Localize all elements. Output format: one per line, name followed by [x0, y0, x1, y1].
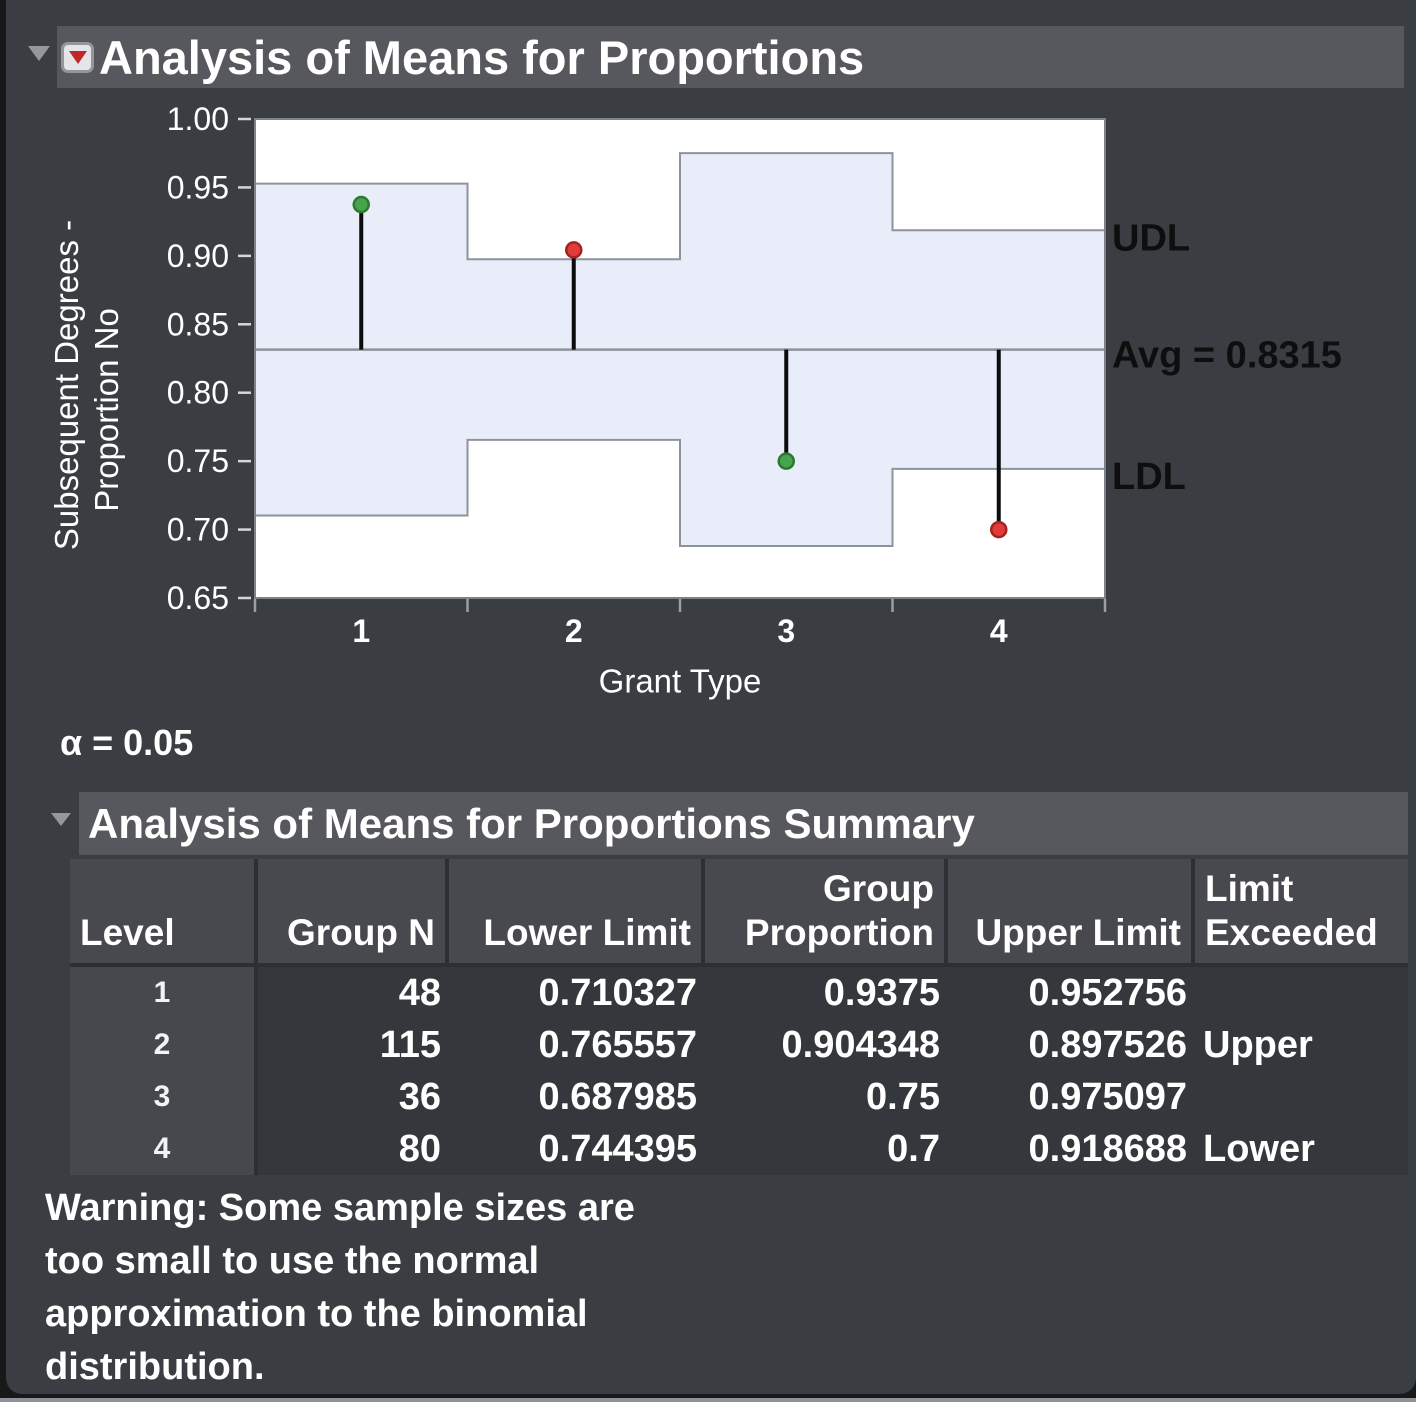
anom-title-bar: Analysis of Means for Proportions	[57, 26, 1404, 88]
table-cell: 0.897526	[1028, 1024, 1188, 1066]
level-cell[interactable]: 2	[70, 1019, 258, 1071]
y-tick-label: 1.00	[167, 101, 229, 137]
avg-label: Avg = 0.8315	[1112, 335, 1342, 377]
summary-table-header: Level Group N Lower Limit Group Proportion U…	[70, 859, 1408, 967]
alpha-label: α = 0.05	[60, 722, 194, 763]
red-triangle-icon	[68, 50, 87, 64]
table-cell: 0.975097	[1028, 1076, 1188, 1118]
y-tick-label: 0.70	[167, 512, 229, 548]
table-cell: Lower	[1203, 1128, 1315, 1170]
x-axis-title: Grant Type	[599, 663, 762, 700]
table-cell: 0.744395	[538, 1128, 698, 1170]
table-cell: 0.7	[887, 1128, 940, 1170]
x-category-label: 4	[990, 613, 1008, 649]
column-header-group-n: Group N	[258, 859, 449, 963]
anom-chart: 1.00 0.95 0.90 0.85 0.80 0.75 0.70 0.65 1 2 3 4 Gran…	[48, 101, 1342, 700]
table-row[interactable]: 2 115 0.765557 0.904348 0.897526 Upper	[70, 1019, 1408, 1071]
level-cell[interactable]: 3	[70, 1071, 258, 1123]
point-group-2-exceeded[interactable]	[565, 241, 583, 259]
table-row[interactable]: 3 36 0.687985 0.75 0.975097	[70, 1071, 1408, 1123]
y-tick-label: 0.75	[167, 443, 229, 479]
x-category-label: 2	[565, 613, 583, 649]
point-group-4-exceeded[interactable]	[990, 520, 1008, 539]
table-cell	[1195, 967, 1408, 1019]
warning-text: Warning: Some sample sizes are too small…	[45, 1187, 635, 1388]
table-cell: 0.9375	[823, 972, 940, 1014]
table-cell: 0.918688	[1028, 1128, 1188, 1170]
summary-title-bar: Analysis of Means for Proportions Summar…	[79, 792, 1408, 855]
table-cell: 0.765557	[538, 1024, 698, 1066]
red-triangle-menu-button[interactable]	[61, 41, 94, 73]
column-header-lower-limit: Lower Limit	[449, 859, 705, 963]
y-tick-label: 0.85	[167, 306, 229, 342]
column-header-limit-exceeded: Limit Exceeded	[1195, 859, 1408, 963]
y-axis-title-line: Proportion No	[88, 308, 125, 512]
table-cell: 0.75	[866, 1076, 940, 1118]
y-tick-label: 0.65	[167, 580, 229, 616]
anom-title: Analysis of Means for Proportions	[99, 30, 865, 84]
table-cell: 115	[379, 1024, 441, 1066]
table-cell: 0.687985	[538, 1076, 698, 1118]
point-group-3-within[interactable]	[777, 452, 795, 470]
x-category-label: 3	[777, 613, 795, 649]
y-tick-label: 0.90	[167, 238, 229, 274]
table-row[interactable]: 1 48 0.710327 0.9375 0.952756	[70, 967, 1408, 1019]
table-cell	[1195, 1071, 1408, 1123]
ldl-label: LDL	[1112, 456, 1186, 498]
table-cell: 0.710327	[538, 972, 698, 1014]
disclosure-triangle-anom[interactable]	[28, 46, 50, 61]
column-header-level: Level	[70, 859, 258, 963]
plot-frame	[254, 118, 1106, 599]
y-axis-title-line: Subsequent Degrees -	[48, 220, 85, 550]
y-tick-label: 0.95	[167, 169, 229, 205]
y-tick-label: 0.80	[167, 375, 229, 411]
table-cell: Upper	[1203, 1024, 1313, 1066]
udl-label: UDL	[1112, 217, 1190, 259]
table-cell: 0.904348	[781, 1024, 941, 1066]
table-cell: 0.952756	[1028, 972, 1188, 1014]
bottom-divider	[0, 1398, 1416, 1402]
table-cell: 80	[398, 1128, 441, 1170]
column-header-upper-limit: Upper Limit	[948, 859, 1195, 963]
level-cell[interactable]: 1	[70, 967, 258, 1019]
level-cell[interactable]: 4	[70, 1123, 258, 1175]
summary-title: Analysis of Means for Proportions Summar…	[88, 799, 975, 847]
summary-table: Level Group N Lower Limit Group Proportion U…	[70, 859, 1408, 1175]
table-cell: 48	[398, 972, 441, 1014]
point-group-1-within[interactable]	[352, 195, 370, 214]
x-category-label: 1	[352, 613, 370, 649]
column-header-group-proportion: Group Proportion	[705, 859, 948, 963]
table-cell: 36	[398, 1076, 441, 1118]
disclosure-triangle-summary[interactable]	[51, 813, 71, 826]
table-row[interactable]: 4 80 0.744395 0.7 0.918688 Lower	[70, 1123, 1408, 1175]
